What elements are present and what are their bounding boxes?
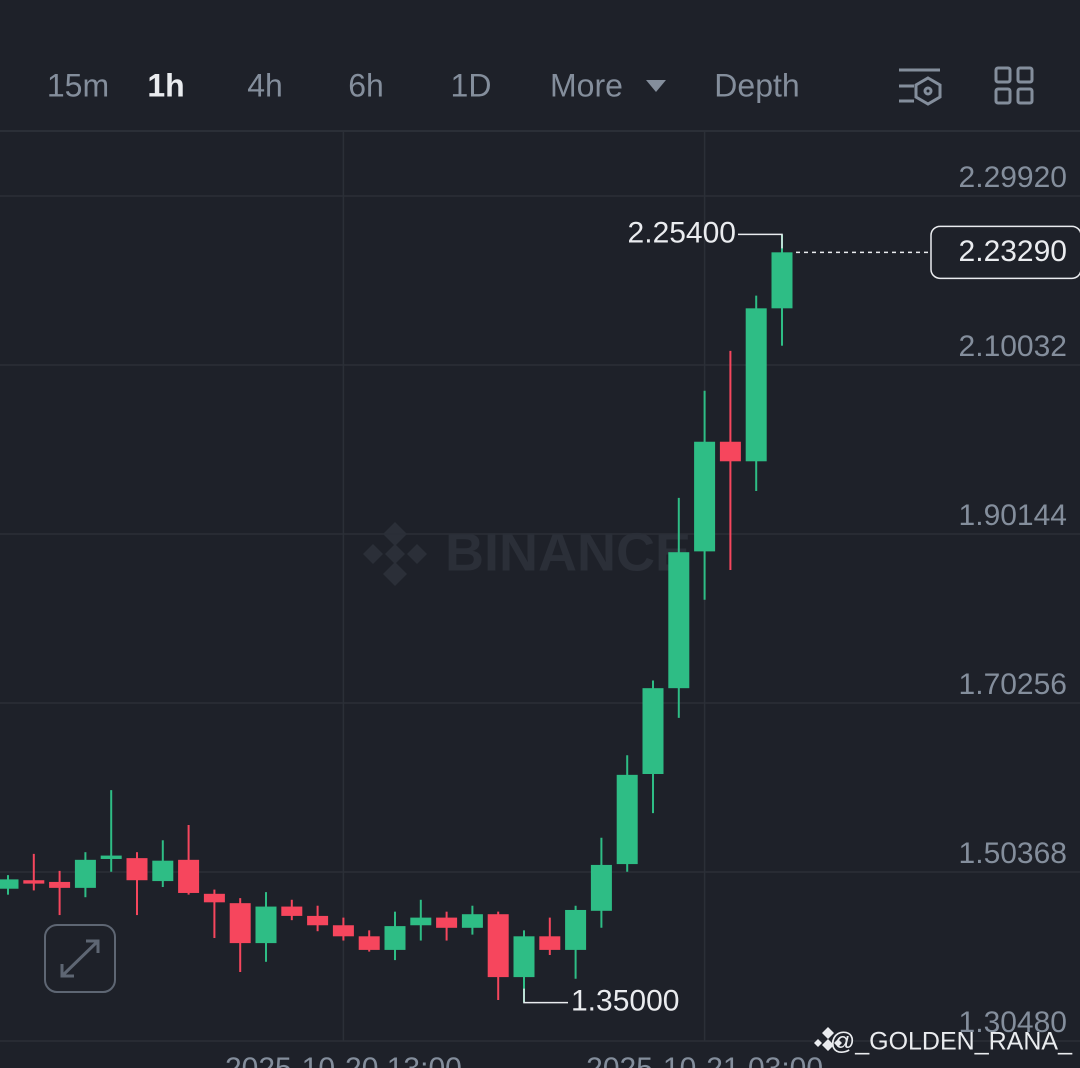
candle-body xyxy=(745,308,767,462)
y-tick-label: 2.10032 xyxy=(959,330,1067,363)
credit: @_GOLDEN_RANA_ xyxy=(814,1027,1073,1056)
interval-tab[interactable]: 1D xyxy=(451,67,492,103)
plot-area: 2.29920 2.10032 1.90144 1.70256 1.50368 1.304… xyxy=(0,132,1080,1068)
y-tick-label: 1.70256 xyxy=(959,668,1067,701)
more-menu[interactable]: More xyxy=(550,67,623,103)
candle-body xyxy=(590,864,612,911)
interval-tab[interactable]: 15m xyxy=(47,67,109,103)
y-tick-label: 1.90144 xyxy=(959,499,1067,532)
y-tick-label: 1.30480 xyxy=(959,1006,1067,1039)
candle-body xyxy=(0,879,19,889)
indicator-icon[interactable] xyxy=(899,68,942,106)
y-tick-label: 2.29920 xyxy=(959,161,1067,194)
candle-body xyxy=(410,917,432,926)
candle-body xyxy=(384,926,406,950)
candle-body xyxy=(668,552,690,689)
candle-body xyxy=(358,936,380,950)
depth-tab[interactable]: Depth xyxy=(714,67,799,103)
expand-button[interactable] xyxy=(44,924,116,993)
toolbar: 15m 1h 4h 6h 1D More Depth xyxy=(0,66,1080,132)
high-label: 2.25400 xyxy=(628,216,736,249)
candle-body xyxy=(255,906,277,944)
candle-body xyxy=(126,858,148,881)
candle-body xyxy=(642,688,664,775)
interval-tab[interactable]: 4h xyxy=(247,67,283,103)
credit-logo xyxy=(814,1027,842,1051)
candle-body xyxy=(539,936,561,950)
candle-body xyxy=(203,893,225,903)
candle-body xyxy=(771,252,793,309)
last-price-label: 2.23290 xyxy=(959,235,1067,268)
candle-body xyxy=(694,441,716,552)
candle-body xyxy=(281,906,303,916)
candle-body xyxy=(565,909,587,950)
candle-body xyxy=(487,914,509,978)
candle-body xyxy=(461,914,483,928)
dropdown-arrow xyxy=(646,80,666,92)
credit-text: @_GOLDEN_RANA_ xyxy=(830,1028,1073,1056)
candle-body xyxy=(49,881,71,888)
interval-tab[interactable]: 1h xyxy=(147,67,184,103)
candle-body xyxy=(178,859,200,893)
y-tick-label: 1.50368 xyxy=(959,837,1067,870)
x-tick-label: 2025-10-20 13:00 xyxy=(225,1052,462,1068)
x-tick-label: 2025-10-21 03:00 xyxy=(586,1052,823,1068)
candle-body xyxy=(23,880,45,884)
watermark: BINANCE xyxy=(363,522,691,586)
low-marker xyxy=(523,988,568,1004)
layout-icon[interactable] xyxy=(994,66,1034,105)
interval-tab[interactable]: 6h xyxy=(348,67,384,103)
candle-body xyxy=(436,917,458,928)
candle-body xyxy=(152,860,174,882)
watermark-text: BINANCE xyxy=(445,522,691,582)
candle-body xyxy=(719,441,741,462)
high-marker xyxy=(738,233,783,249)
candle-body xyxy=(74,859,96,888)
watermark-logo xyxy=(363,522,427,586)
candle-body xyxy=(616,774,638,865)
candle-body xyxy=(229,903,251,944)
last-price-box xyxy=(930,225,1080,280)
low-label: 1.35000 xyxy=(571,985,679,1018)
candle-body xyxy=(307,915,329,926)
candle-body xyxy=(332,925,354,937)
candle-body xyxy=(513,936,535,978)
candle-body xyxy=(100,855,122,859)
